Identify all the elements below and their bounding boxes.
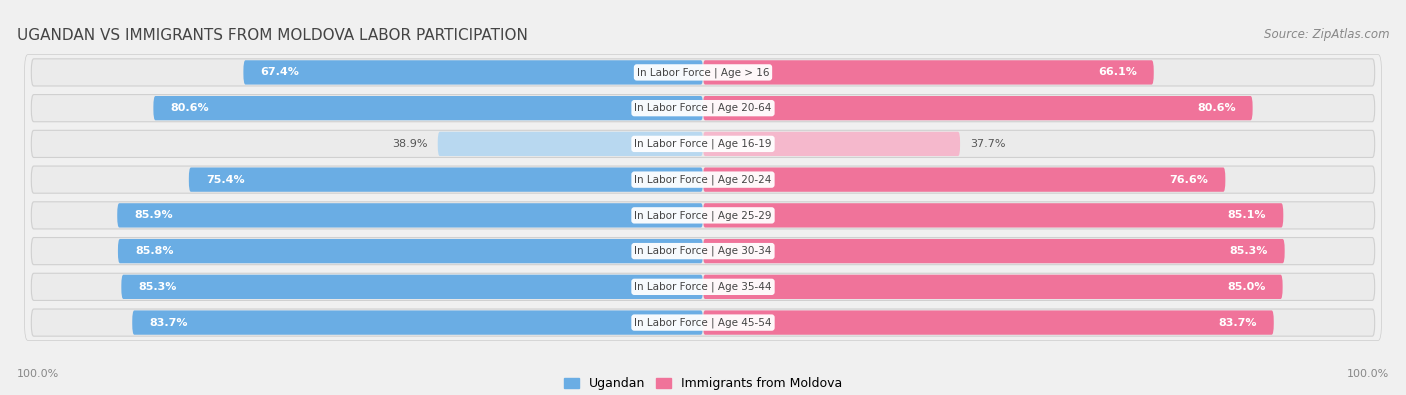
Text: In Labor Force | Age 16-19: In Labor Force | Age 16-19 — [634, 139, 772, 149]
FancyBboxPatch shape — [118, 239, 703, 263]
FancyBboxPatch shape — [243, 60, 703, 85]
Text: 67.4%: 67.4% — [260, 68, 299, 77]
FancyBboxPatch shape — [703, 167, 1226, 192]
FancyBboxPatch shape — [703, 239, 1285, 263]
Legend: Ugandan, Immigrants from Moldova: Ugandan, Immigrants from Moldova — [560, 372, 846, 395]
Text: 85.0%: 85.0% — [1227, 282, 1265, 292]
FancyBboxPatch shape — [24, 55, 1382, 340]
Text: 85.1%: 85.1% — [1227, 211, 1267, 220]
FancyBboxPatch shape — [31, 59, 1375, 86]
Text: 83.7%: 83.7% — [149, 318, 188, 327]
Text: In Labor Force | Age 35-44: In Labor Force | Age 35-44 — [634, 282, 772, 292]
FancyBboxPatch shape — [31, 273, 1375, 301]
FancyBboxPatch shape — [31, 94, 1375, 122]
Text: In Labor Force | Age 45-54: In Labor Force | Age 45-54 — [634, 317, 772, 328]
Text: Source: ZipAtlas.com: Source: ZipAtlas.com — [1264, 28, 1389, 41]
FancyBboxPatch shape — [153, 96, 703, 120]
Text: 80.6%: 80.6% — [1197, 103, 1236, 113]
Text: 85.9%: 85.9% — [135, 211, 173, 220]
Text: 37.7%: 37.7% — [970, 139, 1005, 149]
FancyBboxPatch shape — [703, 96, 1253, 120]
FancyBboxPatch shape — [117, 203, 703, 228]
FancyBboxPatch shape — [188, 167, 703, 192]
Text: In Labor Force | Age 20-64: In Labor Force | Age 20-64 — [634, 103, 772, 113]
FancyBboxPatch shape — [703, 275, 1282, 299]
FancyBboxPatch shape — [437, 132, 703, 156]
FancyBboxPatch shape — [31, 202, 1375, 229]
Text: In Labor Force | Age 20-24: In Labor Force | Age 20-24 — [634, 174, 772, 185]
Text: 75.4%: 75.4% — [205, 175, 245, 184]
FancyBboxPatch shape — [31, 130, 1375, 158]
FancyBboxPatch shape — [132, 310, 703, 335]
Text: In Labor Force | Age 30-34: In Labor Force | Age 30-34 — [634, 246, 772, 256]
Text: 76.6%: 76.6% — [1170, 175, 1208, 184]
Text: In Labor Force | Age 25-29: In Labor Force | Age 25-29 — [634, 210, 772, 221]
Text: UGANDAN VS IMMIGRANTS FROM MOLDOVA LABOR PARTICIPATION: UGANDAN VS IMMIGRANTS FROM MOLDOVA LABOR… — [17, 28, 527, 43]
FancyBboxPatch shape — [31, 166, 1375, 193]
FancyBboxPatch shape — [121, 275, 703, 299]
Text: 85.8%: 85.8% — [135, 246, 173, 256]
Text: 85.3%: 85.3% — [1229, 246, 1268, 256]
FancyBboxPatch shape — [31, 309, 1375, 336]
FancyBboxPatch shape — [703, 310, 1274, 335]
Text: In Labor Force | Age > 16: In Labor Force | Age > 16 — [637, 67, 769, 78]
Text: 85.3%: 85.3% — [138, 282, 177, 292]
Text: 100.0%: 100.0% — [1347, 369, 1389, 379]
Text: 100.0%: 100.0% — [17, 369, 59, 379]
Text: 80.6%: 80.6% — [170, 103, 209, 113]
Text: 38.9%: 38.9% — [392, 139, 427, 149]
FancyBboxPatch shape — [703, 132, 960, 156]
Text: 83.7%: 83.7% — [1218, 318, 1257, 327]
Text: 66.1%: 66.1% — [1098, 68, 1136, 77]
FancyBboxPatch shape — [703, 203, 1284, 228]
FancyBboxPatch shape — [703, 60, 1154, 85]
FancyBboxPatch shape — [31, 237, 1375, 265]
